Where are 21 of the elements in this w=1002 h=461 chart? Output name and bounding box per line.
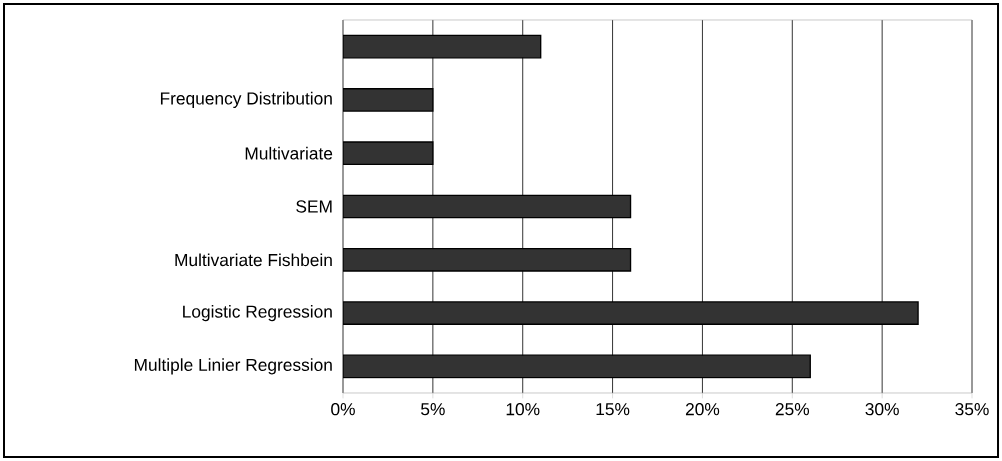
y-tick-label: SEM [296,200,332,213]
x-tick-label: 10% [506,403,540,416]
y-tick-label: Multivariate [245,146,333,160]
x-tick-label: 0% [331,403,355,416]
bar [343,34,542,59]
x-tick-label: 25% [775,403,810,416]
x-tick-label: 20% [685,403,720,416]
y-tick-label: Frequency Distribution [160,91,332,108]
x-tick-label: 30% [865,403,899,416]
y-tick-label: Logistic Regression [183,304,332,322]
x-tick-label: 15% [596,403,630,416]
bar [343,247,632,272]
x-tick-label: 35% [955,403,989,416]
bar [343,141,434,166]
bar [343,194,632,219]
y-tick-label: Multiple Linier Regression [134,358,332,375]
bar [343,88,434,112]
bar [343,301,919,325]
x-tick-label: 5% [421,403,445,416]
y-tick-label: Multivariate Fishbein [175,253,332,267]
bar [343,354,811,379]
